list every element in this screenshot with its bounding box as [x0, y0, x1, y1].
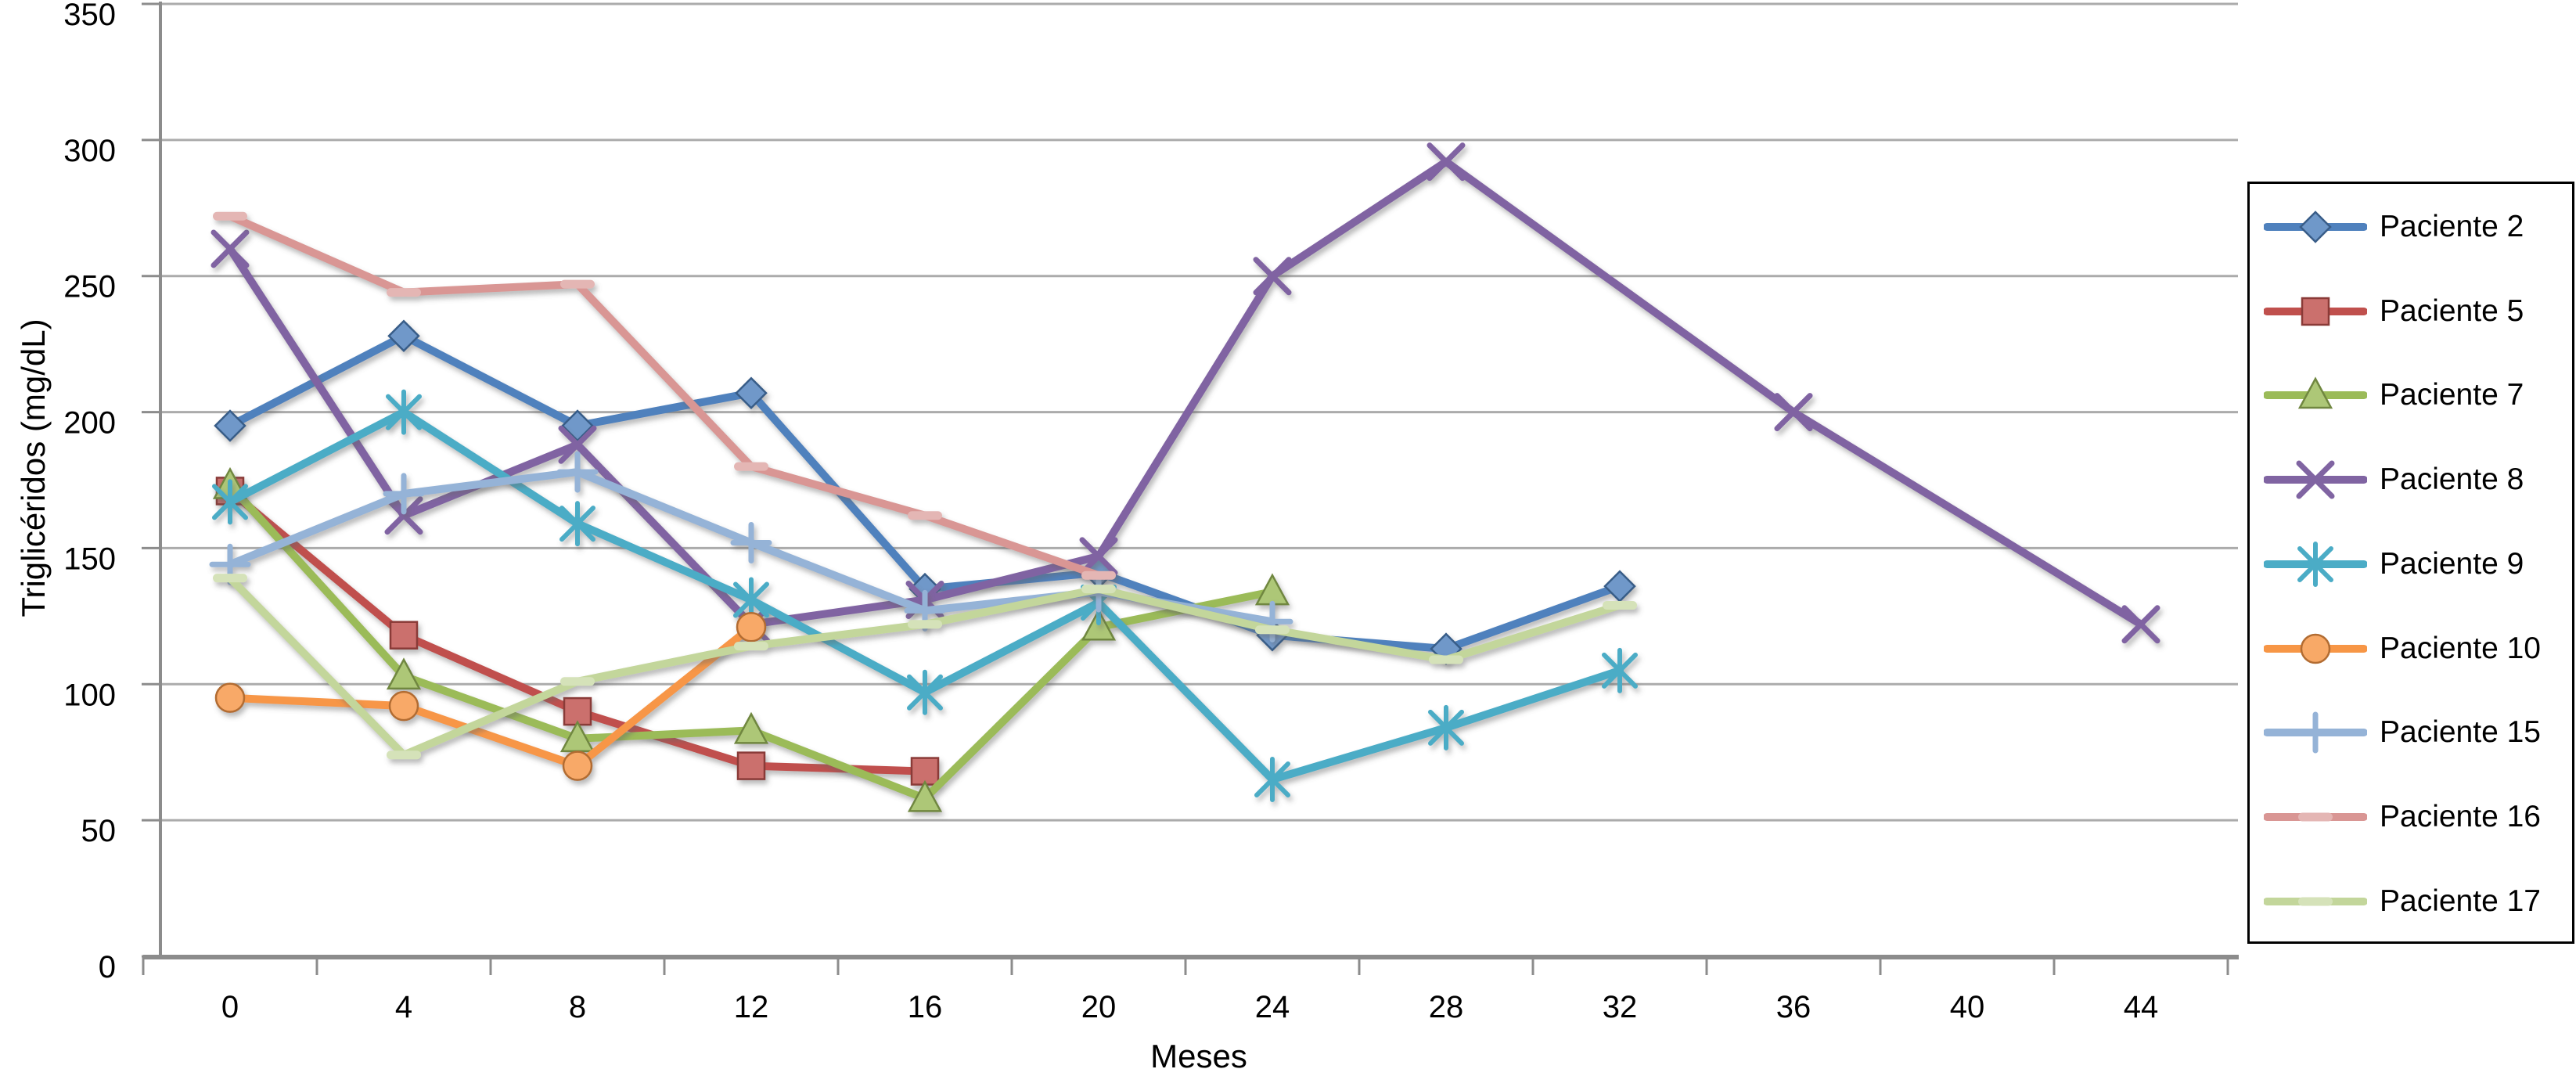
- legend-item-paciente-2: Paciente 2: [2264, 204, 2524, 250]
- x-tick-label: 4: [395, 990, 412, 1024]
- series-paciente-10: [214, 612, 767, 781]
- legend-swatch-plus-icon: [2264, 711, 2367, 754]
- legend-label: Paciente 17: [2380, 884, 2541, 918]
- x-tick-label: 28: [1429, 990, 1464, 1024]
- series-paciente-8: [210, 142, 2160, 644]
- y-axis-title: Triglicéridos (mg/dL): [15, 319, 52, 617]
- legend-label: Paciente 16: [2380, 799, 2541, 833]
- x-tick-label: 44: [2124, 990, 2159, 1024]
- legend-item-paciente-17: Paciente 17: [2264, 879, 2541, 924]
- series-paciente-9: [212, 389, 1638, 802]
- legend-item-paciente-5: Paciente 5: [2264, 289, 2524, 334]
- legend-item-paciente-7: Paciente 7: [2264, 373, 2524, 418]
- y-tick-label: 200: [63, 406, 116, 441]
- series-paciente-16: [213, 211, 1116, 580]
- series-line-paciente-10: [226, 623, 755, 770]
- legend-swatch-circle-icon: [2264, 633, 2367, 664]
- legend-swatch-star-icon: [2264, 541, 2367, 587]
- legend-label: Paciente 7: [2380, 378, 2524, 412]
- x-tick-label: 16: [908, 990, 943, 1024]
- legend-swatch-diamond-icon: [2264, 211, 2367, 243]
- legend-label: Paciente 2: [2380, 210, 2524, 243]
- y-tick-label: 350: [63, 0, 116, 32]
- legend-label: Paciente 8: [2380, 463, 2524, 497]
- y-tick-label: 50: [81, 814, 117, 848]
- series-line-paciente-16: [226, 212, 1103, 580]
- legend-box: Paciente 2 Paciente 5 Paciente 7 Paciente 8…: [2247, 182, 2574, 944]
- legend-swatch-triangle-icon: [2264, 376, 2367, 409]
- x-tick-label: 0: [221, 990, 239, 1024]
- x-axis-title: Meses: [1150, 1038, 1247, 1074]
- legend-item-paciente-16: Paciente 16: [2264, 794, 2541, 840]
- legend-swatch-square-icon: [2264, 297, 2367, 326]
- legend-swatch-dash-icon: [2264, 897, 2367, 906]
- legend-label: Paciente 5: [2380, 293, 2524, 328]
- y-tick-label: 150: [63, 542, 116, 576]
- y-tick-label: 100: [63, 678, 116, 712]
- y-tick-label: 250: [63, 270, 116, 304]
- legend-swatch-dash-icon: [2264, 812, 2367, 822]
- legend-item-paciente-15: Paciente 15: [2264, 710, 2541, 755]
- x-tick-label: 40: [1950, 990, 1985, 1024]
- legend-label: Paciente 9: [2380, 546, 2524, 581]
- series-paciente-7: [212, 466, 1290, 812]
- legend-item-paciente-10: Paciente 10: [2264, 626, 2541, 671]
- x-tick-label: 8: [569, 990, 586, 1024]
- y-tick-label: 300: [63, 134, 116, 168]
- x-tick-label: 36: [1776, 990, 1811, 1024]
- x-tick-label: 12: [734, 990, 769, 1024]
- legend-label: Paciente 15: [2380, 715, 2541, 750]
- legend-swatch-x-icon: [2264, 460, 2367, 499]
- legend-item-paciente-8: Paciente 8: [2264, 457, 2524, 502]
- y-tick-label: 0: [99, 950, 116, 984]
- series-paciente-17: [213, 574, 1637, 760]
- x-tick-label: 32: [1603, 990, 1638, 1024]
- legend-label: Paciente 10: [2380, 631, 2541, 665]
- legend-item-paciente-9: Paciente 9: [2264, 541, 2524, 587]
- x-tick-label: 20: [1081, 990, 1117, 1024]
- x-tick-label: 24: [1255, 990, 1290, 1024]
